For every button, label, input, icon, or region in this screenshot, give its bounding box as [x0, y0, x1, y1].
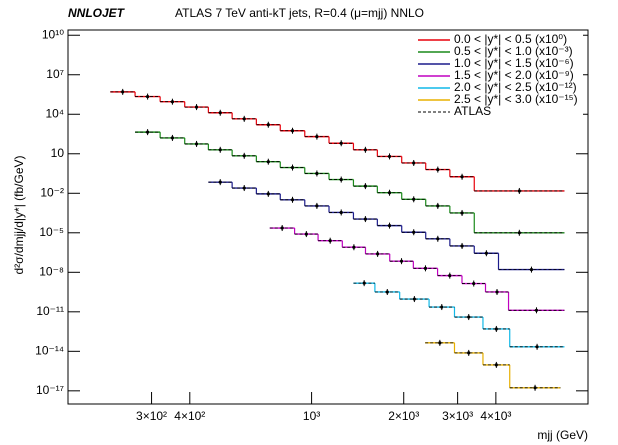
y-tick-label: 10⁻¹⁴ — [35, 343, 64, 357]
reference-point — [242, 186, 246, 190]
legend-label: 2.5 < |y*| < 3.0 (x10⁻¹⁵) — [454, 92, 578, 106]
reference-point — [376, 252, 380, 256]
reference-point — [290, 198, 295, 202]
y-tick-label: 10⁻¹⁷ — [36, 383, 64, 397]
reference-point — [438, 341, 442, 345]
reference-point — [170, 136, 175, 140]
y-tick-label: 10⁴ — [45, 106, 64, 120]
reference-point — [146, 94, 150, 99]
reference-point — [440, 305, 444, 309]
x-tick-label: 4×10³ — [480, 409, 511, 423]
reference-point — [399, 259, 404, 263]
reference-point — [266, 160, 270, 164]
reference-point — [170, 100, 175, 104]
reference-point — [315, 135, 319, 139]
reference-point — [460, 244, 464, 248]
reference-point — [194, 142, 199, 146]
reference-point — [494, 327, 498, 331]
x-tick-label: 3×10² — [136, 409, 167, 423]
reference-point — [328, 239, 332, 243]
y-tick-label: 10⁻⁵ — [39, 225, 64, 239]
y-tick-label: 10¹⁰ — [42, 27, 64, 41]
reference-point — [472, 281, 476, 286]
reference-point — [363, 148, 367, 152]
reference-point — [387, 191, 392, 195]
reference-point — [315, 204, 319, 208]
y-tick-label: 10 — [51, 146, 65, 160]
reference-point — [412, 230, 416, 234]
reference-point — [423, 266, 428, 270]
y-tick-label: 10⁷ — [46, 67, 64, 81]
reference-point — [484, 251, 488, 255]
reference-point — [533, 386, 537, 390]
reference-point — [290, 165, 295, 170]
x-tick-label: 3×10³ — [442, 409, 473, 423]
legend-label: 0.5 < |y*| < 1.0 (x10⁻³) — [454, 44, 573, 58]
reference-point — [146, 130, 150, 134]
legend-label: 1.5 < |y*| < 2.0 (x10⁻⁹) — [454, 68, 574, 82]
reference-point — [412, 161, 416, 165]
reference-point — [436, 204, 440, 208]
legend-label: ATLAS — [454, 104, 491, 118]
nnlojet-label: NNLOJET — [68, 6, 126, 20]
reference-point — [436, 167, 440, 172]
reference-point — [242, 117, 246, 121]
x-axis-label: mjj (GeV) — [537, 428, 588, 442]
reference-point — [315, 171, 319, 176]
reference-point — [387, 154, 392, 159]
reference-point — [363, 184, 367, 188]
reference-point — [467, 351, 471, 355]
x-tick-label: 10³ — [303, 409, 320, 423]
reference-point — [304, 232, 308, 236]
y-tick-label: 10⁻¹¹ — [36, 304, 64, 318]
chart-title: ATLAS 7 TeV anti-kT jets, R=0.4 (μ=mjj) … — [175, 6, 424, 20]
reference-point — [339, 141, 343, 145]
reference-point — [218, 148, 222, 152]
y-axis-label: d²σ/dmjj/d|y*| (fb/GeV) — [12, 155, 26, 274]
y-tick-label: 10⁻² — [40, 185, 64, 199]
reference-point — [266, 192, 270, 196]
reference-point — [436, 237, 440, 241]
reference-point — [218, 180, 222, 184]
reference-point — [460, 211, 464, 215]
reference-point — [242, 154, 246, 158]
reference-point — [494, 363, 498, 367]
reference-point — [362, 281, 366, 285]
reference-point — [517, 189, 521, 193]
reference-point — [339, 177, 343, 182]
reference-point — [387, 224, 392, 228]
legend-label: 1.0 < |y*| < 1.5 (x10⁻⁶) — [454, 56, 574, 70]
reference-point — [495, 290, 499, 294]
reference-point — [460, 175, 464, 179]
legend-label: 0.0 < |y*| < 0.5 (x10⁰) — [454, 32, 567, 46]
reference-point — [412, 297, 416, 301]
reference-point — [352, 245, 356, 249]
reference-point — [517, 231, 521, 235]
reference-point — [534, 308, 539, 312]
reference-point — [280, 226, 284, 230]
reference-point — [121, 90, 125, 94]
legend-label: 2.0 < |y*| < 2.5 (x10⁻¹²) — [454, 80, 577, 94]
reference-point — [448, 274, 452, 278]
reference-point — [467, 315, 471, 319]
reference-point — [194, 105, 199, 109]
reference-point — [529, 268, 534, 272]
plot-frame — [67, 29, 589, 405]
reference-point — [339, 210, 343, 215]
reference-point — [266, 123, 270, 127]
x-tick-label: 2×10³ — [388, 409, 419, 423]
x-tick-label: 4×10² — [174, 409, 205, 423]
reference-point — [290, 129, 295, 133]
reference-point — [385, 290, 389, 294]
y-tick-label: 10⁻⁸ — [39, 264, 64, 278]
reference-point — [535, 345, 539, 349]
reference-point — [363, 217, 367, 221]
reference-point — [218, 111, 222, 115]
reference-point — [412, 197, 416, 201]
